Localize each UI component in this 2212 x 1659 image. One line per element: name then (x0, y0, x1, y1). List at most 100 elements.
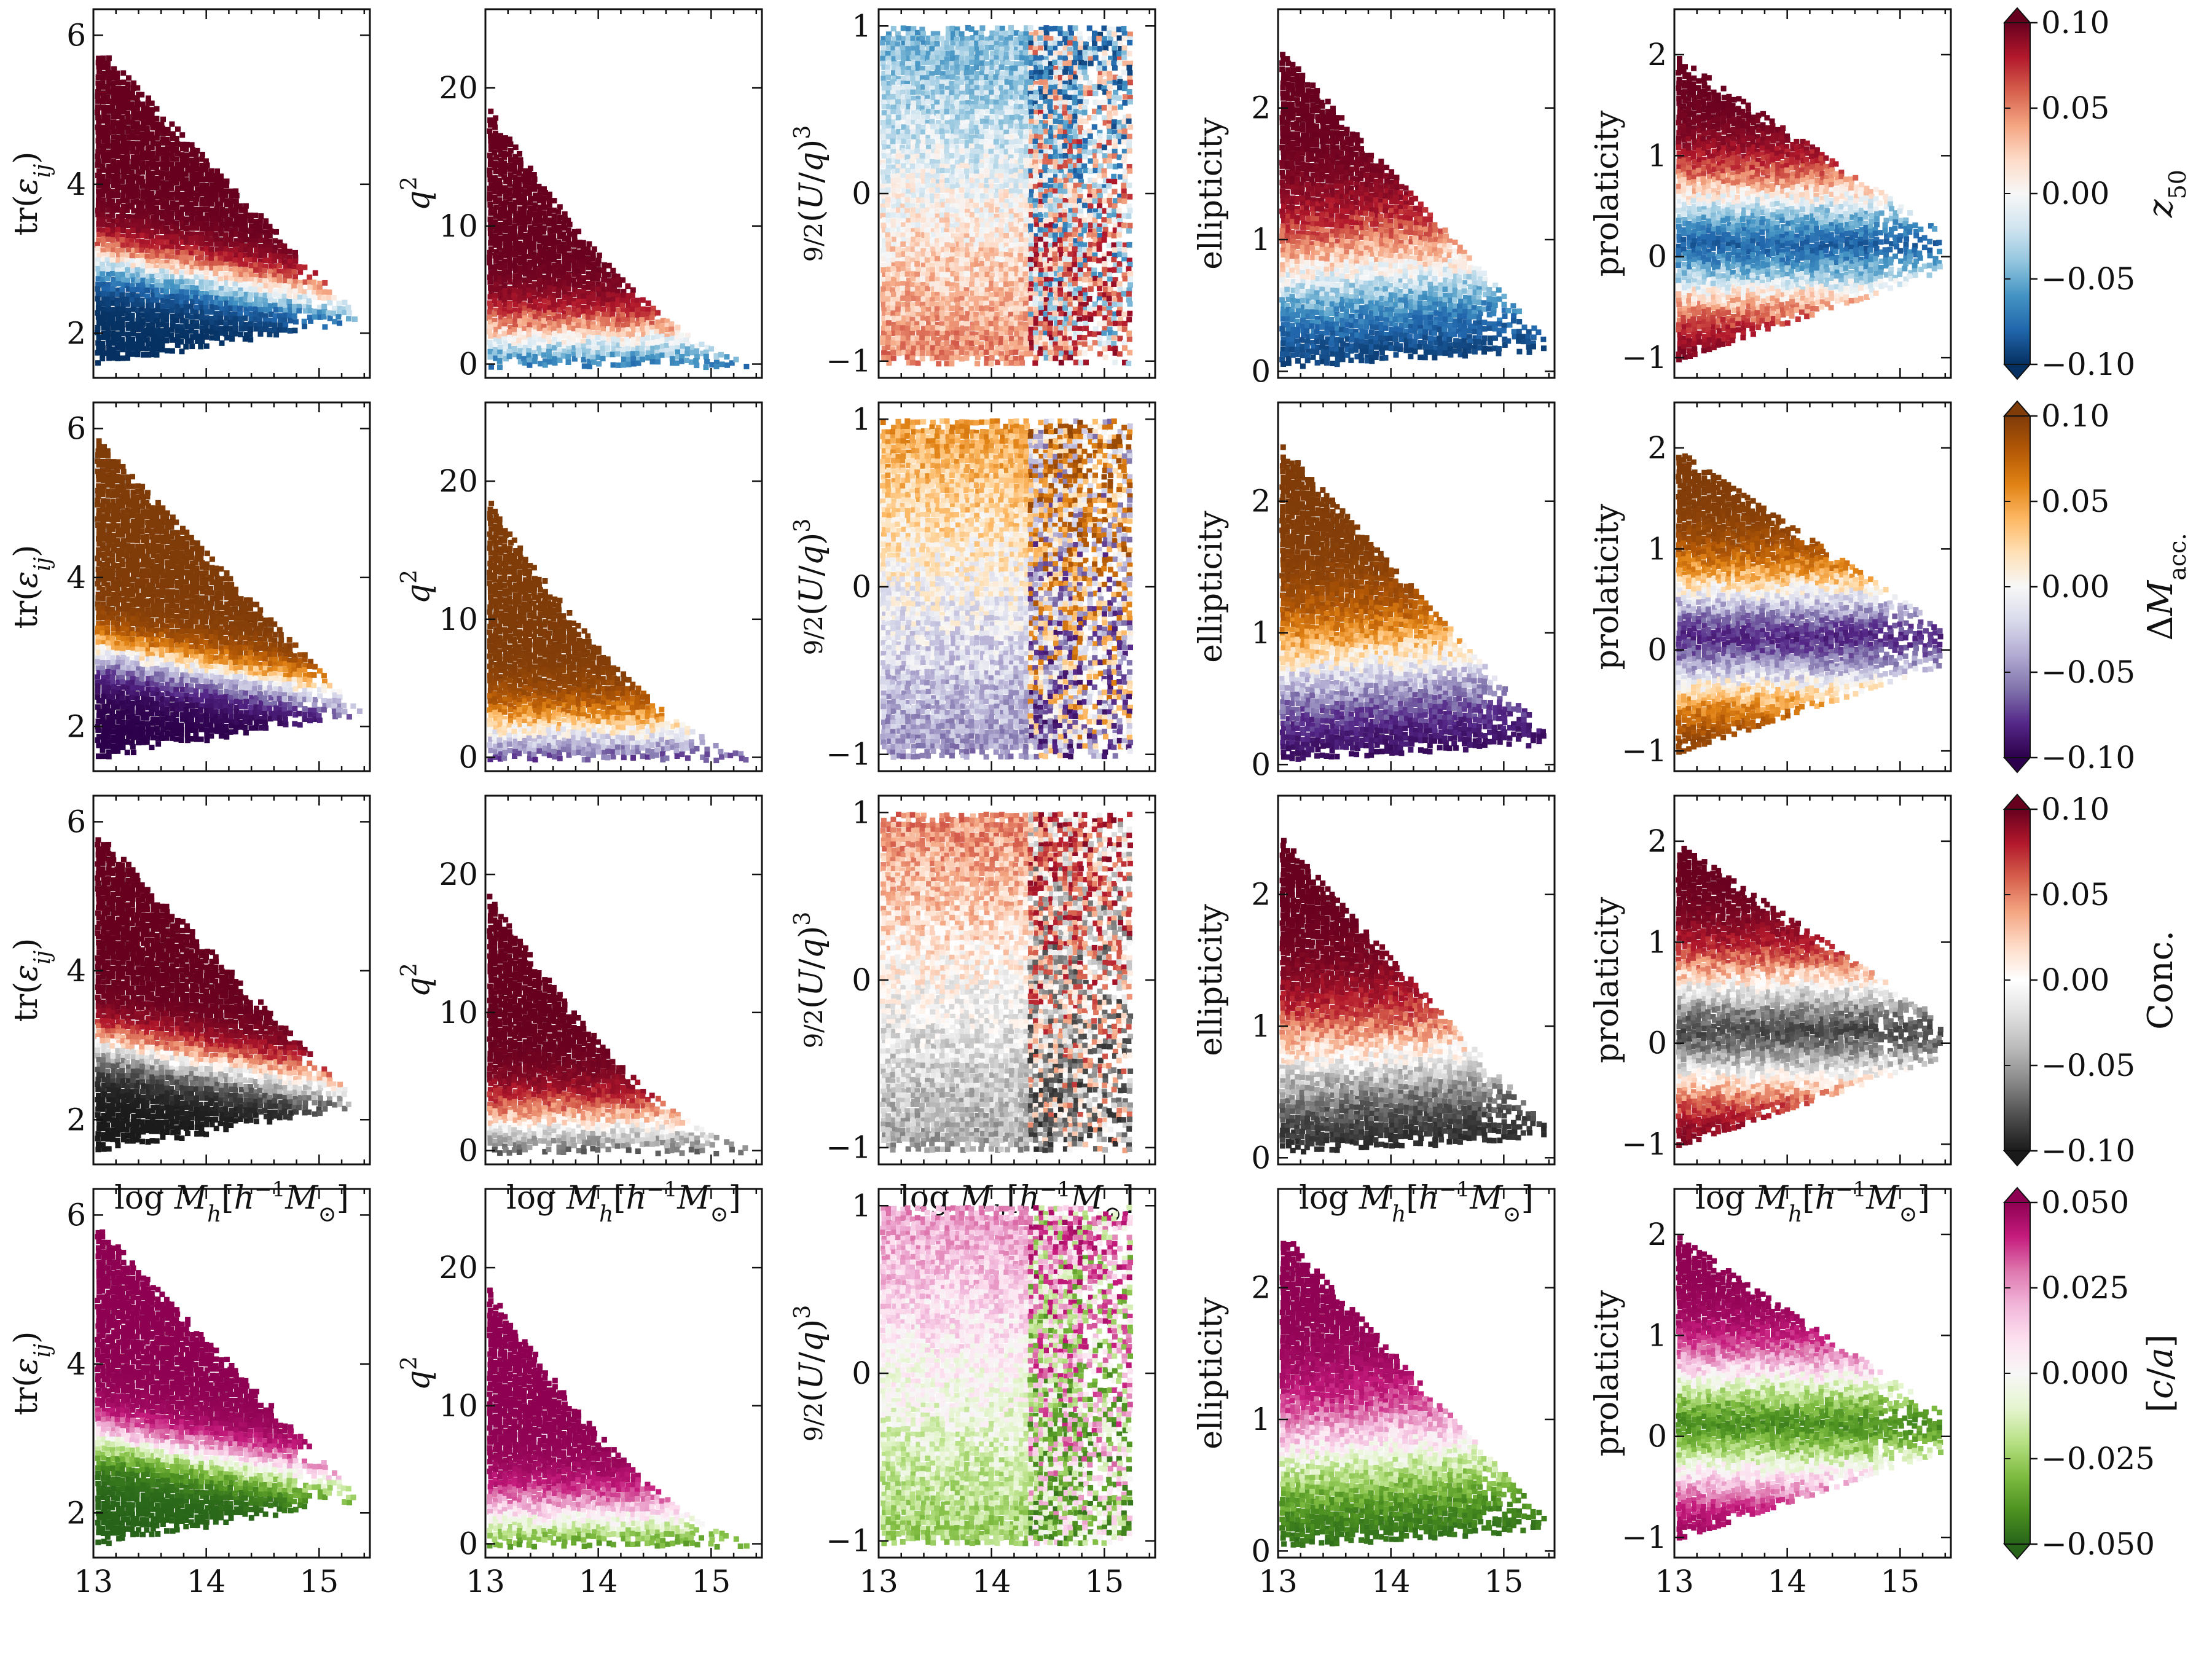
y-tick-label: 4 (66, 167, 86, 202)
y-tick-label: 2 (1251, 90, 1271, 126)
panel-r4-ell: 13 14 15 0 1 2 ellipticity (1193, 1188, 1556, 1599)
y-tick-label: 0 (852, 1355, 871, 1391)
colorbar-2: −0.10 −0.05 0.00 0.05 0.10 ΔMacc. (2002, 398, 2191, 775)
colorbar-extend-min (2002, 1150, 2032, 1167)
y-tick-label: 10 (439, 602, 478, 637)
colorbar-extend-max (2002, 7, 2032, 23)
y-tick-label: 2 (1647, 823, 1667, 859)
y-tick-label: 2 (1647, 430, 1667, 466)
panel-r2-tr: 2 4 6 tr(εij) (8, 401, 371, 772)
colorbar-tick-label: −0.05 (2041, 1048, 2135, 1083)
colorbar-tick-label: 0.10 (2041, 791, 2109, 827)
x-tick-label: 15 (692, 1564, 731, 1599)
y-tick-label: −1 (826, 343, 871, 379)
panel-r1-ell: 0 1 2 ellipticity (1193, 8, 1556, 389)
colorbar-extend-min (2002, 364, 2032, 380)
y-tick-label: 1 (1647, 138, 1667, 173)
y-tick-label: 1 (1251, 222, 1271, 257)
x-tick-label: 13 (74, 1564, 113, 1599)
hex-cells (95, 1229, 356, 1547)
panel-r1-pro: −1 0 1 2 prolaticity (1589, 8, 1952, 379)
y-axis-label: 9/2(U/q)3 (790, 519, 831, 656)
y-tick-label: 10 (439, 208, 478, 244)
colorbar-tick-label: −0.10 (2041, 740, 2135, 775)
x-axis-label: log Mh[h−1M⊙] (1695, 1177, 1930, 1227)
y-tick-label: 1 (1647, 531, 1667, 567)
panel-r2-ell: 0 1 2 ellipticity (1193, 401, 1556, 782)
colorbar-extend-max (2002, 1186, 2032, 1203)
colorbar-tick-label: −0.050 (2041, 1526, 2155, 1562)
panel-r1-U: −1 0 1 9/2(U/q)3 (790, 8, 1156, 379)
panel-r2-q2: 0 10 20 q2 (397, 401, 763, 775)
colorbar-extend-max (2002, 793, 2032, 810)
y-tick-label: 20 (439, 857, 478, 892)
y-axis-label: q2 (397, 1356, 437, 1390)
y-tick-label: 1 (852, 8, 871, 44)
y-tick-label: 0 (1647, 1026, 1667, 1061)
y-tick-label: 2 (66, 708, 86, 744)
y-tick-label: −1 (826, 1523, 871, 1559)
axes-frame (92, 1188, 371, 1559)
colorbar-4: −0.050 −0.025 0.000 0.025 0.050 [c/a] (2002, 1185, 2181, 1562)
y-tick-label: 0 (1251, 1140, 1271, 1175)
hex-cells (1676, 56, 1943, 363)
y-tick-label: 10 (439, 1388, 478, 1424)
x-axis-label: log Mh[h−1M⊙] (1299, 1177, 1534, 1227)
hex-cells (1676, 1235, 1943, 1541)
x-axis-label: log Mh[h−1M⊙] (114, 1177, 349, 1227)
y-tick-label: 0 (1251, 747, 1271, 782)
x-tick-label: 14 (187, 1564, 226, 1599)
colorbar-tick-label: 0.10 (2041, 398, 2109, 434)
colorbar-tick-label: −0.10 (2041, 347, 2135, 382)
colorbar-label: [c/a] (2141, 1334, 2181, 1412)
y-axis-label: prolaticity (1589, 110, 1626, 276)
y-axis-label: tr(εij) (8, 1332, 55, 1416)
hex-cells (1279, 444, 1547, 762)
panel-r3-pro: −1 0 1 2 prolaticity log Mh[h−1M⊙] (1589, 794, 1952, 1227)
y-tick-label: 0 (1251, 353, 1271, 389)
colorbar-tick-label: 0.05 (2041, 484, 2109, 519)
axes-frame (1277, 8, 1556, 379)
x-tick-label: 13 (1258, 1564, 1298, 1599)
hex-cells (95, 55, 358, 366)
x-tick-label: 15 (300, 1564, 339, 1599)
colorbar-tick-label: 0.10 (2041, 5, 2109, 41)
colorbar-extend-min (2002, 757, 2032, 774)
y-tick-label: 1 (1251, 615, 1271, 651)
colorbar-tick-label: 0.00 (2041, 962, 2109, 998)
y-axis-label: ellipticity (1193, 511, 1230, 663)
y-axis-label: 9/2(U/q)3 (790, 1305, 831, 1442)
colorbar-extend-min (2002, 1543, 2032, 1560)
x-tick-label: 15 (1484, 1564, 1524, 1599)
hex-cells (95, 438, 363, 759)
y-axis-label: tr(εij) (8, 152, 55, 236)
colorbar-tick-label: 0.025 (2041, 1270, 2129, 1306)
y-axis-label: q2 (397, 570, 437, 604)
y-tick-label: 1 (1251, 1402, 1271, 1437)
y-tick-label: 6 (66, 804, 86, 839)
panel-r2-pro: −1 0 1 2 prolaticity (1589, 401, 1952, 772)
y-tick-label: 0 (1647, 632, 1667, 668)
y-tick-label: 20 (439, 1250, 478, 1285)
x-tick-label: 15 (1881, 1564, 1920, 1599)
axes-frame (92, 794, 371, 1166)
colorbar-tick-label: −0.05 (2041, 654, 2135, 690)
colorbar-tick-label: 0.05 (2041, 90, 2109, 126)
colorbar-tick-label: −0.05 (2041, 261, 2135, 297)
axes-frame (1673, 794, 1952, 1166)
hex-cells (95, 837, 351, 1153)
y-tick-label: 1 (852, 1188, 871, 1223)
y-tick-label: 0 (1647, 239, 1667, 275)
axes-frame (484, 794, 763, 1166)
y-tick-label: 6 (66, 17, 86, 53)
hex-cells (1676, 453, 1943, 755)
y-tick-label: 1 (852, 794, 871, 830)
y-tick-label: −1 (1622, 1126, 1667, 1162)
colorbar-extend-max (2002, 400, 2032, 417)
y-tick-label: −1 (826, 1130, 871, 1166)
y-tick-label: 20 (439, 463, 478, 499)
colorbar-tick-label: 0.000 (2041, 1355, 2129, 1391)
y-tick-label: 2 (1647, 1217, 1667, 1252)
y-tick-label: 0 (852, 176, 871, 211)
